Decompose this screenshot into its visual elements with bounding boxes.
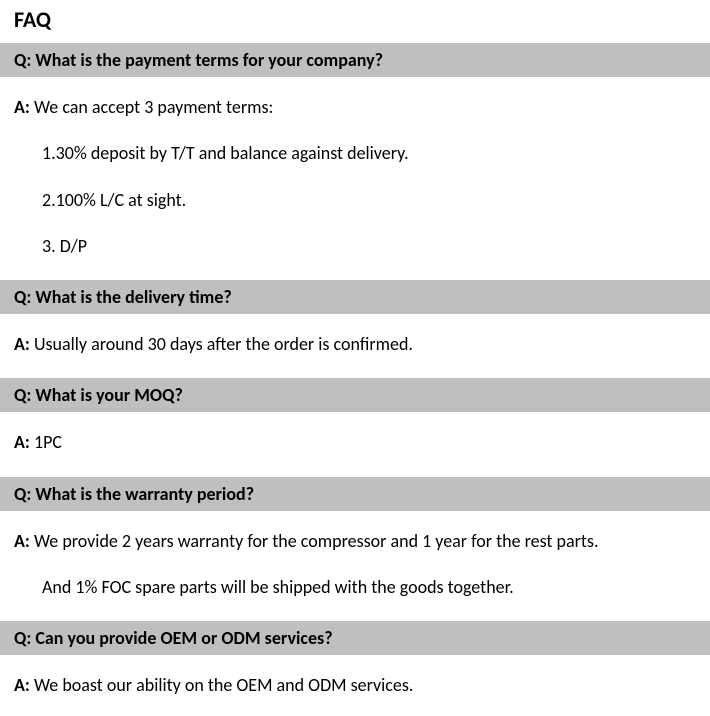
faq-answer-text: Usually around 30 days after the order i… <box>30 333 413 355</box>
faq-answer-block: A: 1PC <box>0 412 710 472</box>
a-prefix: A: <box>14 96 30 118</box>
faq-question-text: What is your MOQ? <box>31 384 182 406</box>
faq-answer-line: 1.30% deposit by T/T and balance against… <box>14 141 700 165</box>
faq-question-row: Q: What is your MOQ? <box>0 378 710 412</box>
faq-question-row: Q: Can you provide OEM or ODM services? <box>0 621 710 655</box>
q-prefix: Q: <box>14 384 31 406</box>
q-prefix: Q: <box>14 49 31 71</box>
faq-question-row: Q: What is the payment terms for your co… <box>0 43 710 77</box>
a-prefix: A: <box>14 530 30 552</box>
a-prefix: A: <box>14 333 30 355</box>
faq-answer-line: A: 1PC <box>14 430 700 454</box>
faq-answer-line: 3. D/P <box>14 234 700 258</box>
faq-answer-text: And 1% FOC spare parts will be shipped w… <box>14 575 514 599</box>
a-prefix: A: <box>14 431 30 453</box>
faq-answer-line: A: We provide 2 years warranty for the c… <box>14 529 700 553</box>
faq-container: FAQ Q: What is the payment terms for you… <box>0 0 710 716</box>
faq-answer-block: A: Usually around 30 days after the orde… <box>0 314 710 374</box>
faq-title: FAQ <box>0 0 710 39</box>
q-prefix: Q: <box>14 627 31 649</box>
a-prefix: A: <box>14 674 30 696</box>
q-prefix: Q: <box>14 286 31 308</box>
faq-items: Q: What is the payment terms for your co… <box>0 43 710 716</box>
faq-answer-block: A: We provide 2 years warranty for the c… <box>0 511 710 618</box>
faq-question-text: What is the warranty period? <box>31 483 254 505</box>
faq-question-row: Q: What is the delivery time? <box>0 280 710 314</box>
faq-answer-block: A: We boast our ability on the OEM and O… <box>0 655 710 715</box>
faq-answer-line: A: We can accept 3 payment terms: <box>14 95 700 119</box>
faq-answer-text: We provide 2 years warranty for the comp… <box>30 530 599 552</box>
faq-question-text: What is the payment terms for your compa… <box>31 49 383 71</box>
faq-answer-block: A: We can accept 3 payment terms: 1.30% d… <box>0 77 710 276</box>
faq-answer-line: A: We boast our ability on the OEM and O… <box>14 673 700 697</box>
faq-answer-text: 2.100% L/C at sight. <box>14 188 186 212</box>
faq-question-text: Can you provide OEM or ODM services? <box>31 627 332 649</box>
faq-answer-line: And 1% FOC spare parts will be shipped w… <box>14 575 700 599</box>
faq-question-text: What is the delivery time? <box>31 286 231 308</box>
faq-question-row: Q: What is the warranty period? <box>0 477 710 511</box>
faq-answer-line: 2.100% L/C at sight. <box>14 188 700 212</box>
faq-answer-text: 1.30% deposit by T/T and balance against… <box>14 141 409 165</box>
faq-answer-text: 1PC <box>30 431 62 453</box>
faq-answer-text: We can accept 3 payment terms: <box>30 96 273 118</box>
faq-answer-line: A: Usually around 30 days after the orde… <box>14 332 700 356</box>
faq-answer-text: We boast our ability on the OEM and ODM … <box>30 674 414 696</box>
q-prefix: Q: <box>14 483 31 505</box>
faq-answer-text: 3. D/P <box>14 234 87 258</box>
